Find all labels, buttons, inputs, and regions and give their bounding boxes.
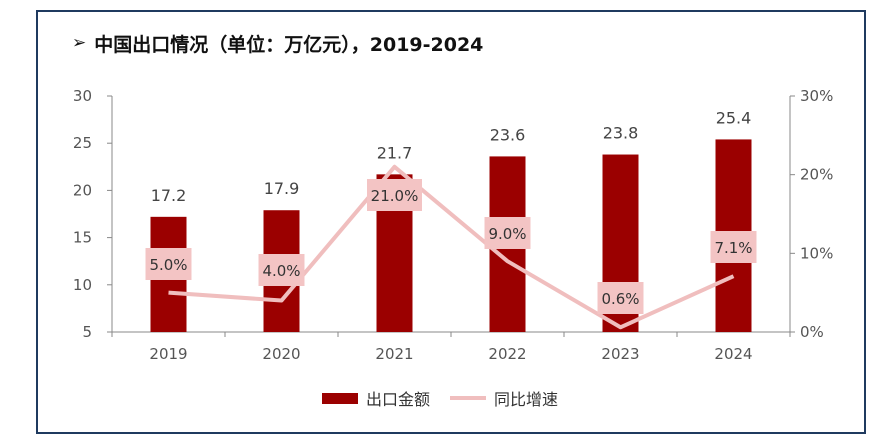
growth-label-box	[597, 282, 644, 314]
bar-value-label: 25.4	[716, 108, 752, 127]
chart-legend: 出口金额 同比增速	[0, 384, 880, 412]
x-tick-label: 2019	[149, 345, 187, 363]
y-left-tick-label: 30	[73, 87, 92, 105]
y-left-tick-label: 5	[82, 323, 92, 341]
growth-label-box	[484, 217, 531, 249]
growth-value-label: 5.0%	[149, 256, 187, 274]
y-right-tick-label: 20%	[800, 166, 833, 184]
x-tick-label: 2020	[262, 345, 300, 363]
legend-line-swatch	[450, 396, 486, 400]
x-tick-label: 2021	[375, 345, 413, 363]
legend-label-export-amount: 出口金额	[365, 390, 430, 409]
legend-item-export-amount: 出口金额	[321, 386, 430, 410]
growth-label-box	[258, 254, 305, 286]
legend-item-yoy-growth: 同比增速	[450, 386, 558, 410]
growth-value-label: 0.6%	[601, 290, 639, 308]
bar-value-label: 17.2	[151, 186, 187, 205]
growth-label-box	[145, 248, 192, 280]
growth-value-label: 21.0%	[371, 187, 419, 205]
bar-value-label: 17.9	[264, 179, 300, 198]
legend-label-yoy-growth: 同比增速	[494, 390, 559, 409]
y-left-tick-label: 10	[73, 276, 92, 294]
x-tick-label: 2023	[601, 345, 639, 363]
x-tick-label: 2024	[714, 345, 752, 363]
y-left-tick-label: 15	[73, 229, 92, 247]
chart-title: 中国出口情况（单位：万亿元），2019-2024	[94, 33, 484, 56]
chart-title-row: ➢ 中国出口情况（单位：万亿元），2019-2024	[72, 28, 483, 58]
growth-label-box	[367, 179, 422, 211]
growth-value-label: 4.0%	[262, 262, 300, 280]
growth-value-label: 7.1%	[714, 239, 752, 257]
growth-value-label: 9.0%	[488, 225, 526, 243]
y-left-tick-label: 20	[73, 181, 92, 199]
y-left-tick-label: 25	[73, 134, 92, 152]
growth-line	[168, 164, 735, 330]
arrow-bullet-icon: ➢	[72, 33, 87, 53]
bar-value-label: 23.8	[603, 124, 639, 143]
x-tick-label: 2022	[488, 345, 526, 363]
bar-value-label: 21.7	[377, 143, 413, 162]
y-right-tick-label: 10%	[800, 244, 833, 262]
chart-frame	[36, 10, 866, 434]
y-right-tick-label: 0%	[800, 323, 824, 341]
y-right-tick-label: 30%	[800, 87, 833, 105]
bar-value-label: 23.6	[490, 125, 526, 144]
legend-bar-swatch	[321, 392, 358, 404]
growth-label-box	[710, 231, 757, 263]
